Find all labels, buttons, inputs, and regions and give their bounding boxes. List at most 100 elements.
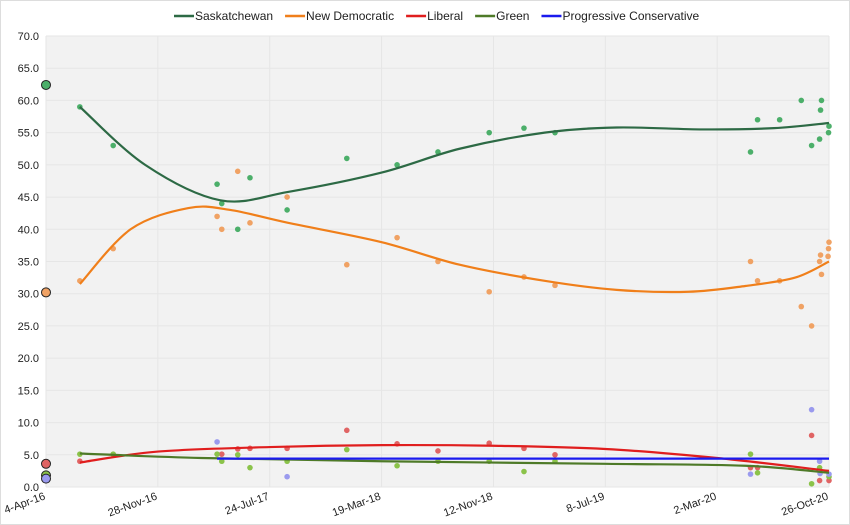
trend-line	[79, 205, 830, 294]
x-tick-label: 12-Nov-18	[442, 491, 494, 520]
poll-point	[825, 129, 832, 136]
poll-point	[435, 448, 441, 454]
trend-line	[79, 452, 830, 474]
legend-label: Green	[496, 9, 529, 23]
poll-point	[818, 271, 825, 278]
election-result-marker	[41, 458, 51, 469]
poll-point	[521, 125, 527, 131]
poll-point	[394, 234, 400, 241]
poll-point	[747, 471, 754, 477]
poll-point	[808, 406, 815, 413]
poll-point	[754, 470, 761, 476]
poll-point	[214, 451, 220, 457]
poll-point	[343, 155, 350, 162]
poll-point	[808, 142, 815, 149]
trend-line	[79, 443, 830, 472]
poll-point	[816, 458, 823, 465]
legend-item-green: Green	[475, 9, 529, 23]
poll-point	[808, 432, 815, 439]
legend-label: Liberal	[427, 9, 463, 23]
poll-point	[214, 439, 220, 445]
poll-point	[825, 253, 831, 260]
x-tick-label: 26-Oct-20	[780, 491, 830, 519]
y-tick-label: 10.0	[18, 418, 39, 430]
poll-point	[394, 162, 400, 168]
legend-item-progressive-conservative: Progressive Conservative	[541, 9, 700, 23]
poll-point	[826, 123, 832, 129]
poll-point	[218, 226, 225, 233]
poll-point	[826, 477, 832, 484]
x-tick-label: 8-Jul-19	[565, 491, 606, 516]
poll-point	[826, 239, 832, 245]
poll-point	[776, 116, 783, 123]
poll-point	[247, 220, 253, 226]
y-tick-label: 0.0	[24, 482, 39, 494]
y-tick-label: 55.0	[18, 128, 39, 140]
election-result-marker	[41, 287, 51, 298]
poll-point	[552, 282, 558, 289]
poll-point	[218, 200, 225, 207]
legend-item-saskatchewan: Saskatchewan	[174, 9, 273, 23]
y-tick-label: 25.0	[18, 321, 39, 333]
poll-point	[218, 451, 225, 457]
poll-point	[247, 464, 253, 471]
poll-point	[808, 323, 815, 329]
x-tick-label: 28-Nov-16	[107, 491, 159, 520]
poll-point	[284, 207, 290, 213]
poll-point	[754, 116, 761, 123]
poll-point	[110, 142, 117, 149]
legend-label: Progressive Conservative	[562, 9, 699, 23]
legend-item-new-democratic: New Democratic	[285, 9, 394, 23]
election-result-marker	[41, 79, 51, 90]
poll-point	[486, 129, 492, 136]
poll-point	[214, 181, 220, 187]
poll-point	[218, 458, 225, 465]
poll-point	[747, 149, 754, 155]
poll-point	[214, 213, 220, 220]
poll-point	[816, 136, 823, 142]
x-tick-label: 19-Mar-18	[331, 491, 383, 520]
poll-point	[816, 258, 823, 265]
poll-point	[817, 107, 824, 113]
y-tick-label: 70.0	[18, 31, 39, 43]
poll-point	[816, 477, 823, 484]
election-result-marker	[41, 473, 51, 484]
poll-point	[284, 194, 290, 200]
x-tick-label: 2-Mar-20	[672, 491, 718, 518]
poll-point	[343, 427, 350, 434]
y-tick-label: 35.0	[18, 257, 39, 269]
y-tick-label: 30.0	[18, 289, 39, 301]
legend-item-liberal: Liberal	[406, 9, 463, 23]
poll-point	[798, 303, 805, 310]
poll-point	[234, 451, 241, 458]
y-tick-label: 40.0	[18, 224, 39, 236]
poll-point	[798, 97, 805, 104]
y-tick-label: 50.0	[18, 160, 39, 172]
y-tick-label: 20.0	[18, 353, 39, 365]
poll-point	[747, 258, 754, 265]
poll-point	[552, 451, 558, 458]
poll-point	[394, 462, 400, 469]
poll-point	[234, 226, 241, 233]
poll-point	[247, 174, 253, 181]
legend-label: Saskatchewan	[195, 9, 273, 23]
x-tick-label: 4-Apr-16	[3, 491, 47, 517]
poll-point	[825, 245, 832, 252]
y-tick-label: 60.0	[18, 95, 39, 107]
x-tick-label: 24-Jul-17	[224, 491, 271, 518]
legend-label: New Democratic	[306, 9, 394, 23]
poll-point	[818, 97, 825, 104]
poll-point	[284, 473, 290, 480]
poll-point	[521, 468, 527, 475]
y-tick-label: 45.0	[18, 192, 39, 204]
y-tick-label: 65.0	[18, 63, 39, 75]
poll-point	[808, 480, 815, 487]
y-tick-label: 5.0	[24, 450, 39, 462]
poll-point	[343, 446, 350, 453]
trend-line	[79, 106, 830, 203]
poll-point	[747, 451, 754, 457]
y-tick-label: 15.0	[18, 385, 39, 397]
poll-point	[234, 168, 241, 175]
